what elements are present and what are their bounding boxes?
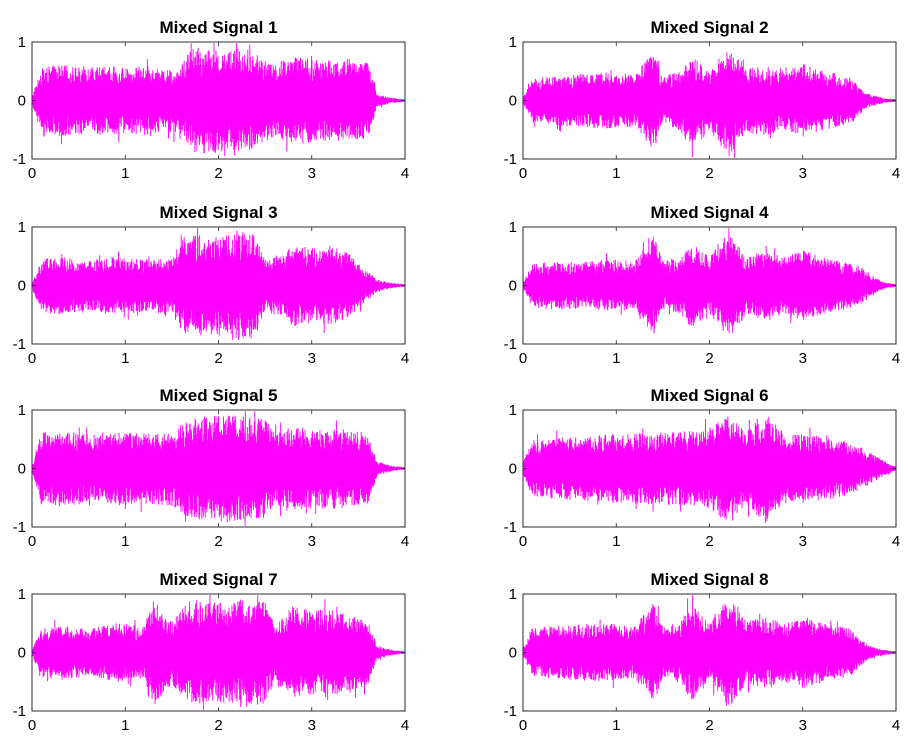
x-tick-label: 3 xyxy=(308,350,316,367)
y-tick-label: -1 xyxy=(13,703,26,720)
x-tick-label: 4 xyxy=(892,533,900,550)
signal-line xyxy=(522,595,897,706)
y-tick-label: 1 xyxy=(18,34,26,51)
y-tick-label: 1 xyxy=(509,586,517,603)
subplot-title: Mixed Signal 1 xyxy=(159,18,277,37)
x-tick-label: 0 xyxy=(28,350,36,367)
x-tick-label: 2 xyxy=(705,717,713,734)
x-tick-label: 3 xyxy=(308,717,316,734)
y-tick-label: 0 xyxy=(509,93,517,110)
x-tick-label: 3 xyxy=(308,533,316,550)
y-tick-label: 1 xyxy=(509,219,517,236)
x-tick-label: 0 xyxy=(519,350,527,367)
y-tick-label: 0 xyxy=(509,278,517,295)
x-tick-label: 2 xyxy=(705,350,713,367)
x-tick-label: 2 xyxy=(214,533,222,550)
y-tick-label: 1 xyxy=(18,402,26,419)
signal-line xyxy=(31,411,406,526)
y-tick-label: -1 xyxy=(504,703,517,720)
x-tick-label: 0 xyxy=(519,533,527,550)
y-tick-label: -1 xyxy=(13,336,26,353)
signal-line xyxy=(522,52,897,158)
y-tick-label: 0 xyxy=(509,645,517,662)
y-tick-label: 1 xyxy=(18,586,26,603)
y-tick-label: 1 xyxy=(509,402,517,419)
signal-line xyxy=(31,595,406,710)
x-tick-label: 2 xyxy=(214,717,222,734)
y-tick-label: 0 xyxy=(18,461,26,478)
x-tick-label: 4 xyxy=(401,350,409,367)
y-tick-label: -1 xyxy=(13,519,26,536)
x-tick-label: 3 xyxy=(799,533,807,550)
y-tick-label: 0 xyxy=(18,93,26,110)
x-tick-label: 4 xyxy=(401,717,409,734)
x-tick-label: 2 xyxy=(214,165,222,182)
x-tick-label: 1 xyxy=(612,533,620,550)
x-tick-label: 3 xyxy=(799,717,807,734)
x-tick-label: 0 xyxy=(519,165,527,182)
subplot-title: Mixed Signal 8 xyxy=(650,570,768,589)
x-tick-label: 1 xyxy=(612,717,620,734)
x-tick-label: 2 xyxy=(705,533,713,550)
subplot-title: Mixed Signal 5 xyxy=(159,386,277,405)
x-tick-label: 1 xyxy=(121,165,129,182)
x-tick-label: 2 xyxy=(214,350,222,367)
x-tick-label: 4 xyxy=(892,350,900,367)
x-tick-label: 0 xyxy=(28,165,36,182)
x-tick-label: 4 xyxy=(401,165,409,182)
subplot-title: Mixed Signal 7 xyxy=(159,570,277,589)
x-tick-label: 4 xyxy=(892,165,900,182)
subplot-title: Mixed Signal 4 xyxy=(650,203,769,222)
y-tick-label: -1 xyxy=(504,151,517,168)
x-tick-label: 0 xyxy=(28,533,36,550)
x-tick-label: 2 xyxy=(705,165,713,182)
y-tick-label: 0 xyxy=(18,278,26,295)
signal-line xyxy=(522,228,897,334)
x-tick-label: 1 xyxy=(612,350,620,367)
x-tick-label: 1 xyxy=(121,717,129,734)
x-tick-label: 3 xyxy=(308,165,316,182)
x-tick-label: 3 xyxy=(799,165,807,182)
x-tick-label: 4 xyxy=(892,717,900,734)
y-tick-label: 0 xyxy=(18,645,26,662)
y-tick-label: 1 xyxy=(18,219,26,236)
signal-line xyxy=(31,228,406,341)
signal-line xyxy=(522,416,897,523)
subplot-title: Mixed Signal 2 xyxy=(650,18,768,37)
subplot-title: Mixed Signal 3 xyxy=(159,203,277,222)
y-tick-label: -1 xyxy=(504,519,517,536)
x-tick-label: 1 xyxy=(612,165,620,182)
y-tick-label: -1 xyxy=(504,336,517,353)
x-tick-label: 3 xyxy=(799,350,807,367)
subplot-title: Mixed Signal 6 xyxy=(650,386,768,405)
y-tick-label: -1 xyxy=(13,151,26,168)
y-tick-label: 0 xyxy=(509,461,517,478)
x-tick-label: 4 xyxy=(401,533,409,550)
x-tick-label: 1 xyxy=(121,533,129,550)
x-tick-label: 1 xyxy=(121,350,129,367)
signal-line xyxy=(31,43,406,157)
x-tick-label: 0 xyxy=(519,717,527,734)
x-tick-label: 0 xyxy=(28,717,36,734)
y-tick-label: 1 xyxy=(509,34,517,51)
